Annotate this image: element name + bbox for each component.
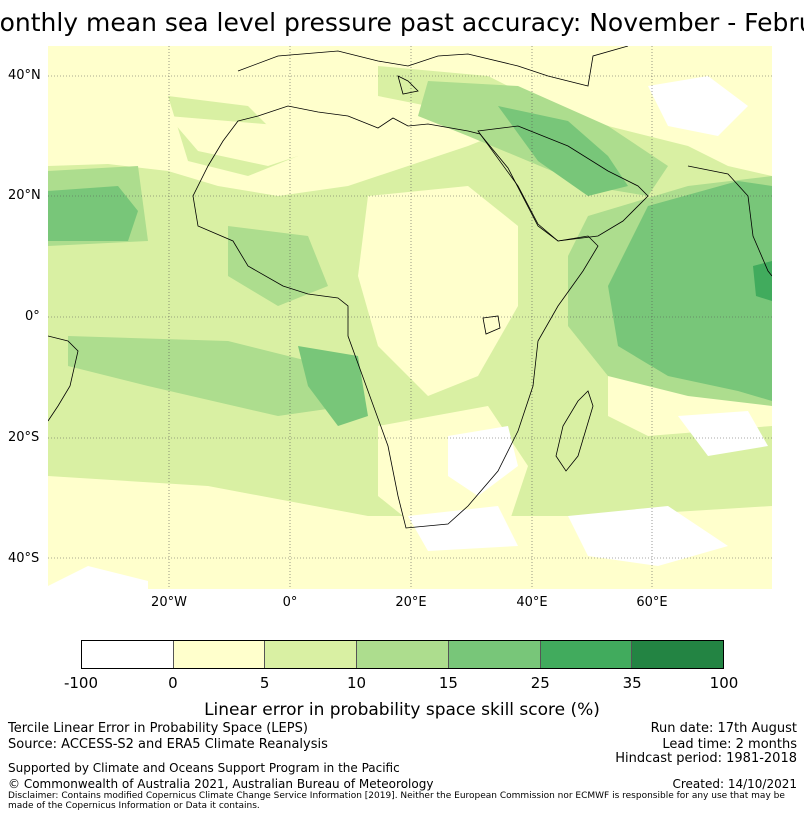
lat-label: 40°N	[8, 68, 41, 83]
skill-region-negative	[648, 76, 748, 136]
lat-label: 0°	[25, 309, 40, 324]
map-area[interactable]	[48, 46, 772, 589]
colorbar-segment	[357, 641, 449, 668]
skill-region-negative	[408, 506, 518, 551]
skill-region-15-25	[298, 346, 368, 426]
skill-region-15-25	[48, 186, 138, 241]
lon-label: 0°	[282, 595, 298, 610]
colorbar-segment	[173, 641, 266, 668]
skill-region-15-25	[498, 106, 628, 196]
colorbar-segment	[540, 641, 633, 668]
colorbar-segment	[448, 641, 541, 668]
skill-region-0-5	[168, 116, 328, 166]
arabia-coastline	[477, 125, 649, 242]
colorbar-tick-label: 25	[530, 674, 550, 692]
skill-region-negative	[568, 506, 728, 566]
run-date: Run date: 17th August	[650, 721, 797, 736]
lead-time: Lead time: 2 months	[662, 737, 797, 752]
gridlines	[48, 46, 772, 589]
created-date: Created: 14/10/2021	[672, 777, 797, 791]
europe-coastline	[237, 46, 629, 95]
skill-region-25-35	[753, 261, 772, 301]
skill-region-0-5	[358, 186, 518, 396]
skill-region-0-5	[48, 476, 772, 589]
colorbar-tick-label: 35	[622, 674, 642, 692]
colorbar-tick-label: 100	[709, 674, 739, 692]
colorbar	[81, 640, 724, 669]
lon-label: 60°E	[636, 595, 668, 610]
lon-label: 20°E	[395, 595, 427, 610]
lake-victoria	[482, 315, 501, 335]
footer-disclaimer: Disclaimer: Contains modified Copernicus…	[8, 791, 785, 811]
skill-map	[48, 46, 772, 589]
skill-region-negative	[48, 566, 148, 589]
lon-label: 40°E	[516, 595, 548, 610]
skill-region-10-15	[68, 336, 348, 416]
india-coastline	[687, 165, 772, 277]
chart-title: Monthly mean sea level pressure past acc…	[0, 8, 804, 37]
colorbar-tick-label: 15	[438, 674, 458, 692]
skill-region-10-15	[228, 226, 328, 306]
footer-leps: Tercile Linear Error in Probability Spac…	[8, 721, 308, 736]
skill-region-15-25	[608, 181, 772, 401]
lat-label: 20°S	[8, 430, 40, 445]
colorbar-tick-label: -100	[63, 674, 99, 692]
colorbar-tick-label: 10	[347, 674, 367, 692]
colorbar-tick-label: 0	[168, 674, 178, 692]
footer-copyright: © Commonwealth of Australia 2021, Austra…	[8, 777, 434, 791]
south-america-coastline	[48, 335, 79, 422]
footer-source: Source: ACCESS-S2 and ERA5 Climate Reana…	[8, 737, 328, 752]
skill-region-negative	[448, 426, 518, 496]
coastlines	[48, 46, 772, 529]
lon-label: 20°W	[151, 595, 187, 610]
lat-label: 40°S	[8, 551, 40, 566]
colorbar-tick-label: 5	[259, 674, 270, 692]
footer-supported: Supported by Climate and Oceans Support …	[8, 761, 400, 775]
colorbar-segment	[632, 641, 724, 668]
colorbar-segment	[265, 641, 358, 668]
hindcast-period: Hindcast period: 1981-2018	[615, 751, 797, 766]
colorbar-segment	[82, 641, 174, 668]
lat-label: 20°N	[8, 188, 41, 203]
skill-region-negative	[678, 411, 768, 456]
madagascar-coastline	[555, 390, 594, 472]
africa-coastline	[192, 105, 599, 529]
colorbar-label: Linear error in probability space skill …	[204, 700, 600, 720]
